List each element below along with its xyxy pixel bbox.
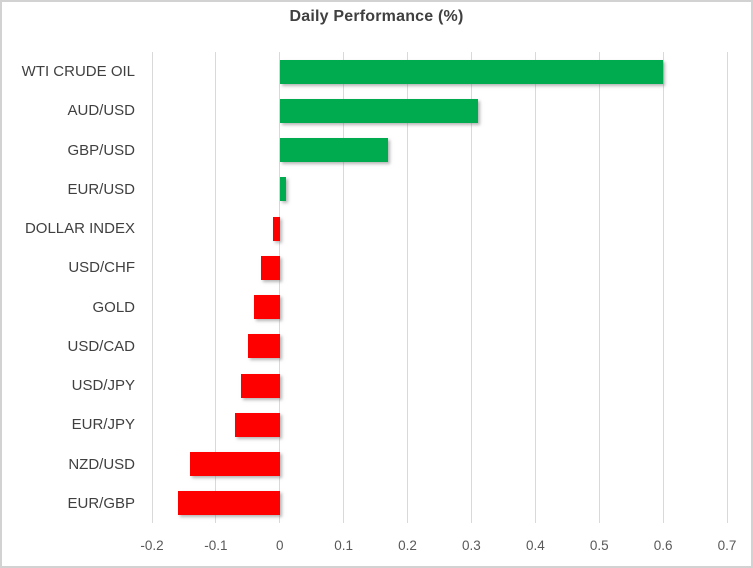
gridline (279, 52, 281, 523)
gridline (343, 52, 345, 523)
x-tick-label: 0.2 (398, 538, 417, 553)
bar-usd-chf (260, 255, 280, 280)
category-label: USD/CHF (68, 259, 135, 277)
gridline (215, 52, 217, 523)
bar-usd-cad (247, 334, 280, 359)
bar-nzd-usd (190, 452, 280, 477)
gridline (726, 52, 728, 523)
category-label: DOLLAR INDEX (24, 220, 135, 238)
bar-wti-crude-oil (279, 59, 664, 84)
chart-title: Daily Performance (%) (289, 8, 464, 25)
bar-eur-gbp (177, 491, 280, 516)
bar-eur-usd (279, 177, 287, 202)
x-tick-label: 0 (276, 538, 284, 553)
gridline (151, 52, 153, 523)
x-tick-label: 0.6 (653, 538, 673, 553)
x-tick-label: -0.2 (140, 538, 164, 553)
gridline (534, 52, 536, 523)
bar-usd-jpy (241, 373, 280, 398)
bar-aud-usd (279, 98, 478, 123)
x-tick-label: 0.7 (717, 538, 737, 553)
category-label: WTI CRUDE OIL (21, 63, 135, 81)
category-label: EUR/GBP (67, 494, 135, 512)
plot-area (151, 52, 728, 523)
category-label: USD/CAD (67, 337, 135, 355)
gridline (407, 52, 409, 523)
x-tick-label: 0.4 (525, 538, 545, 553)
bar-gold (254, 295, 280, 320)
gridline (662, 52, 664, 523)
category-label: USD/JPY (71, 377, 135, 395)
category-label: AUD/USD (67, 102, 135, 120)
category-label: EUR/USD (67, 180, 135, 198)
category-label: GOLD (92, 298, 135, 316)
bar-gbp-usd (279, 138, 389, 163)
x-tick-label: -0.1 (204, 538, 228, 553)
category-label: NZD/USD (68, 455, 135, 473)
gridline (598, 52, 600, 523)
x-tick-label: 0.5 (589, 538, 609, 553)
gridline (470, 52, 472, 523)
bar-dollar-index (273, 216, 280, 241)
bar-eur-jpy (235, 412, 280, 437)
category-label: EUR/JPY (71, 416, 135, 434)
category-label: GBP/USD (67, 141, 135, 159)
x-tick-label: 0.3 (462, 538, 481, 553)
x-tick-label: 0.1 (334, 538, 354, 553)
